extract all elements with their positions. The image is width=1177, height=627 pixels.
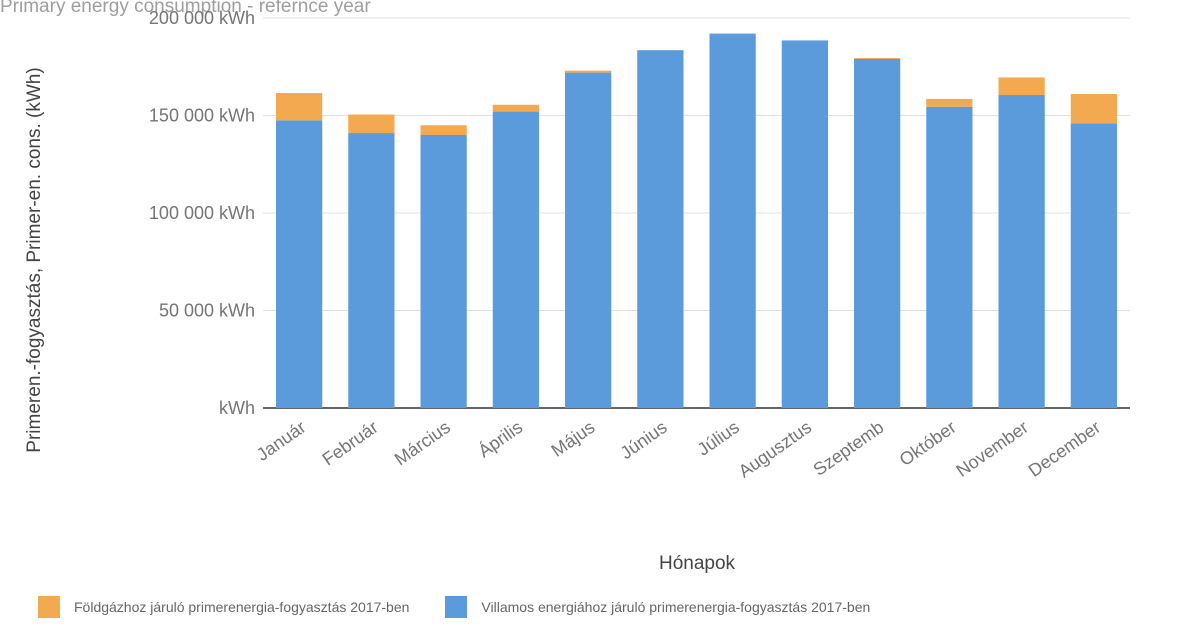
y-axis-title: Primeren.-fogyasztás, Primer-en. cons. (…	[24, 67, 45, 452]
bar-electric[interactable]	[709, 33, 756, 408]
legend-label-gas: Földgázhoz járuló primerenergia-fogyaszt…	[74, 599, 410, 615]
x-tick-label: November	[952, 417, 1031, 481]
bar-gas[interactable]	[854, 57, 901, 59]
x-axis-title: Hónapok	[659, 553, 736, 574]
y-tick-label: 200 000 kWh	[149, 8, 255, 28]
bar-electric[interactable]	[637, 50, 684, 409]
bar-gas[interactable]	[492, 104, 539, 112]
bar-electric[interactable]	[276, 120, 323, 408]
x-tick-label: Október	[896, 417, 960, 470]
legend-item-gas[interactable]: Földgázhoz járuló primerenergia-fogyaszt…	[38, 596, 409, 618]
legend-swatch-electric	[445, 596, 468, 618]
y-tick-label: 50 000 kWh	[159, 301, 255, 321]
grid	[263, 17, 1130, 409]
bar-electric[interactable]	[854, 58, 901, 408]
bar-electric[interactable]	[781, 40, 828, 409]
bar-electric[interactable]	[565, 72, 612, 408]
x-tick-label: Február	[319, 417, 382, 470]
legend-label-electric: Villamos energiához járuló primerenergia…	[481, 599, 871, 615]
bar-gas[interactable]	[420, 125, 467, 135]
y-tick-label: 100 000 kWh	[149, 203, 255, 223]
bar-gas[interactable]	[926, 98, 973, 107]
bar-gas[interactable]	[1070, 94, 1117, 124]
x-tick-label: Március	[391, 417, 454, 470]
x-tick-label: Június	[617, 417, 671, 463]
x-tick-label: Július	[694, 417, 743, 460]
bars	[276, 33, 1117, 409]
x-tick-label: Január	[253, 417, 310, 465]
bar-electric[interactable]	[926, 106, 973, 408]
legend-swatch-gas	[38, 596, 60, 618]
bar-electric[interactable]	[1070, 123, 1117, 409]
bar-gas[interactable]	[998, 77, 1045, 96]
bar-gas[interactable]	[348, 114, 395, 134]
x-tick-label: December	[1025, 417, 1104, 481]
bar-gas[interactable]	[565, 70, 612, 73]
y-ticks: kWh 50 000 kWh 100 000 kWh 150 000 kWh 200 0…	[149, 8, 255, 418]
bar-electric[interactable]	[420, 135, 467, 408]
bar-electric[interactable]	[492, 111, 539, 408]
legend: Földgázhoz járuló primerenergia-fogyaszt…	[38, 596, 906, 618]
legend-item-electric[interactable]: Villamos energiához járuló primerenergia…	[445, 596, 870, 618]
y-tick-label: kWh	[219, 398, 255, 418]
x-tick-label: Szeptemb	[810, 417, 888, 480]
bar-gas[interactable]	[276, 93, 323, 121]
x-tick-label: Május	[548, 417, 599, 461]
bar-electric[interactable]	[348, 133, 395, 409]
x-tick-label: Április	[475, 417, 527, 461]
x-ticks: Január Február Március Április Május Június Jú…	[253, 417, 1104, 482]
chart-title: Primary energy consumption - refernce ye…	[0, 0, 371, 17]
bar-electric[interactable]	[998, 95, 1045, 409]
y-tick-label: 150 000 kWh	[149, 106, 255, 126]
x-tick-label: Augusztus	[735, 417, 815, 482]
